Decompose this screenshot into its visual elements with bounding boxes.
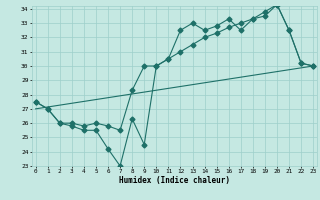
- X-axis label: Humidex (Indice chaleur): Humidex (Indice chaleur): [119, 176, 230, 185]
